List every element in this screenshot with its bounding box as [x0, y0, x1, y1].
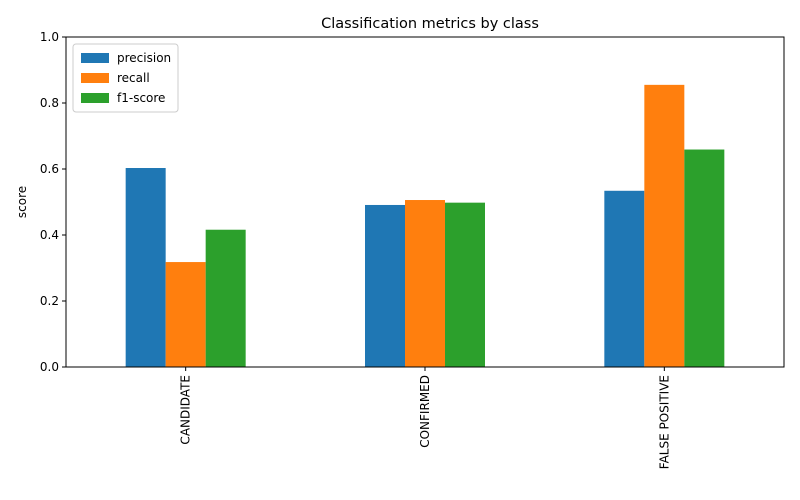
x-axis: CANDIDATE CONFIRMED FALSE POSITIVE [179, 367, 671, 469]
bars-layer [125, 84, 725, 367]
y-axis-title: score [15, 186, 29, 218]
y-tick-label: 0.6 [40, 162, 59, 176]
bar-f1-score-false-positive [684, 149, 725, 367]
bar-precision-candidate [125, 168, 166, 367]
y-tick-label: 1.0 [40, 30, 59, 44]
legend-label-f1-score: f1-score [117, 91, 165, 105]
bar-precision-false-positive [604, 190, 645, 367]
chart-title: Classification metrics by class [321, 16, 539, 32]
bar-f1-score-candidate [205, 229, 246, 367]
y-tick-label: 0.4 [40, 228, 59, 242]
legend-swatch-f1-score [81, 93, 109, 103]
y-tick-label: 0.2 [40, 294, 59, 308]
legend-label-precision: precision [117, 51, 171, 65]
legend: precision recall f1-score [72, 43, 179, 113]
bar-recall-candidate [165, 262, 206, 367]
legend-label-recall: recall [117, 71, 150, 85]
legend-swatch-precision [81, 53, 109, 63]
legend-swatch-recall [81, 73, 109, 83]
bar-recall-confirmed [405, 200, 445, 367]
y-tick-label: 0.8 [40, 96, 59, 110]
bar-precision-confirmed [365, 204, 405, 367]
plot-frame [65, 36, 785, 368]
x-tick-label: CANDIDATE [179, 375, 193, 445]
y-axis: 0.0 0.2 0.4 0.6 0.8 1.0 [40, 30, 66, 374]
x-tick-label: CONFIRMED [418, 375, 432, 448]
bar-f1-score-confirmed [445, 202, 485, 367]
y-tick-label: 0.0 [40, 360, 59, 374]
bar-recall-false-positive [644, 84, 685, 367]
x-tick-label: FALSE POSITIVE [657, 375, 671, 469]
